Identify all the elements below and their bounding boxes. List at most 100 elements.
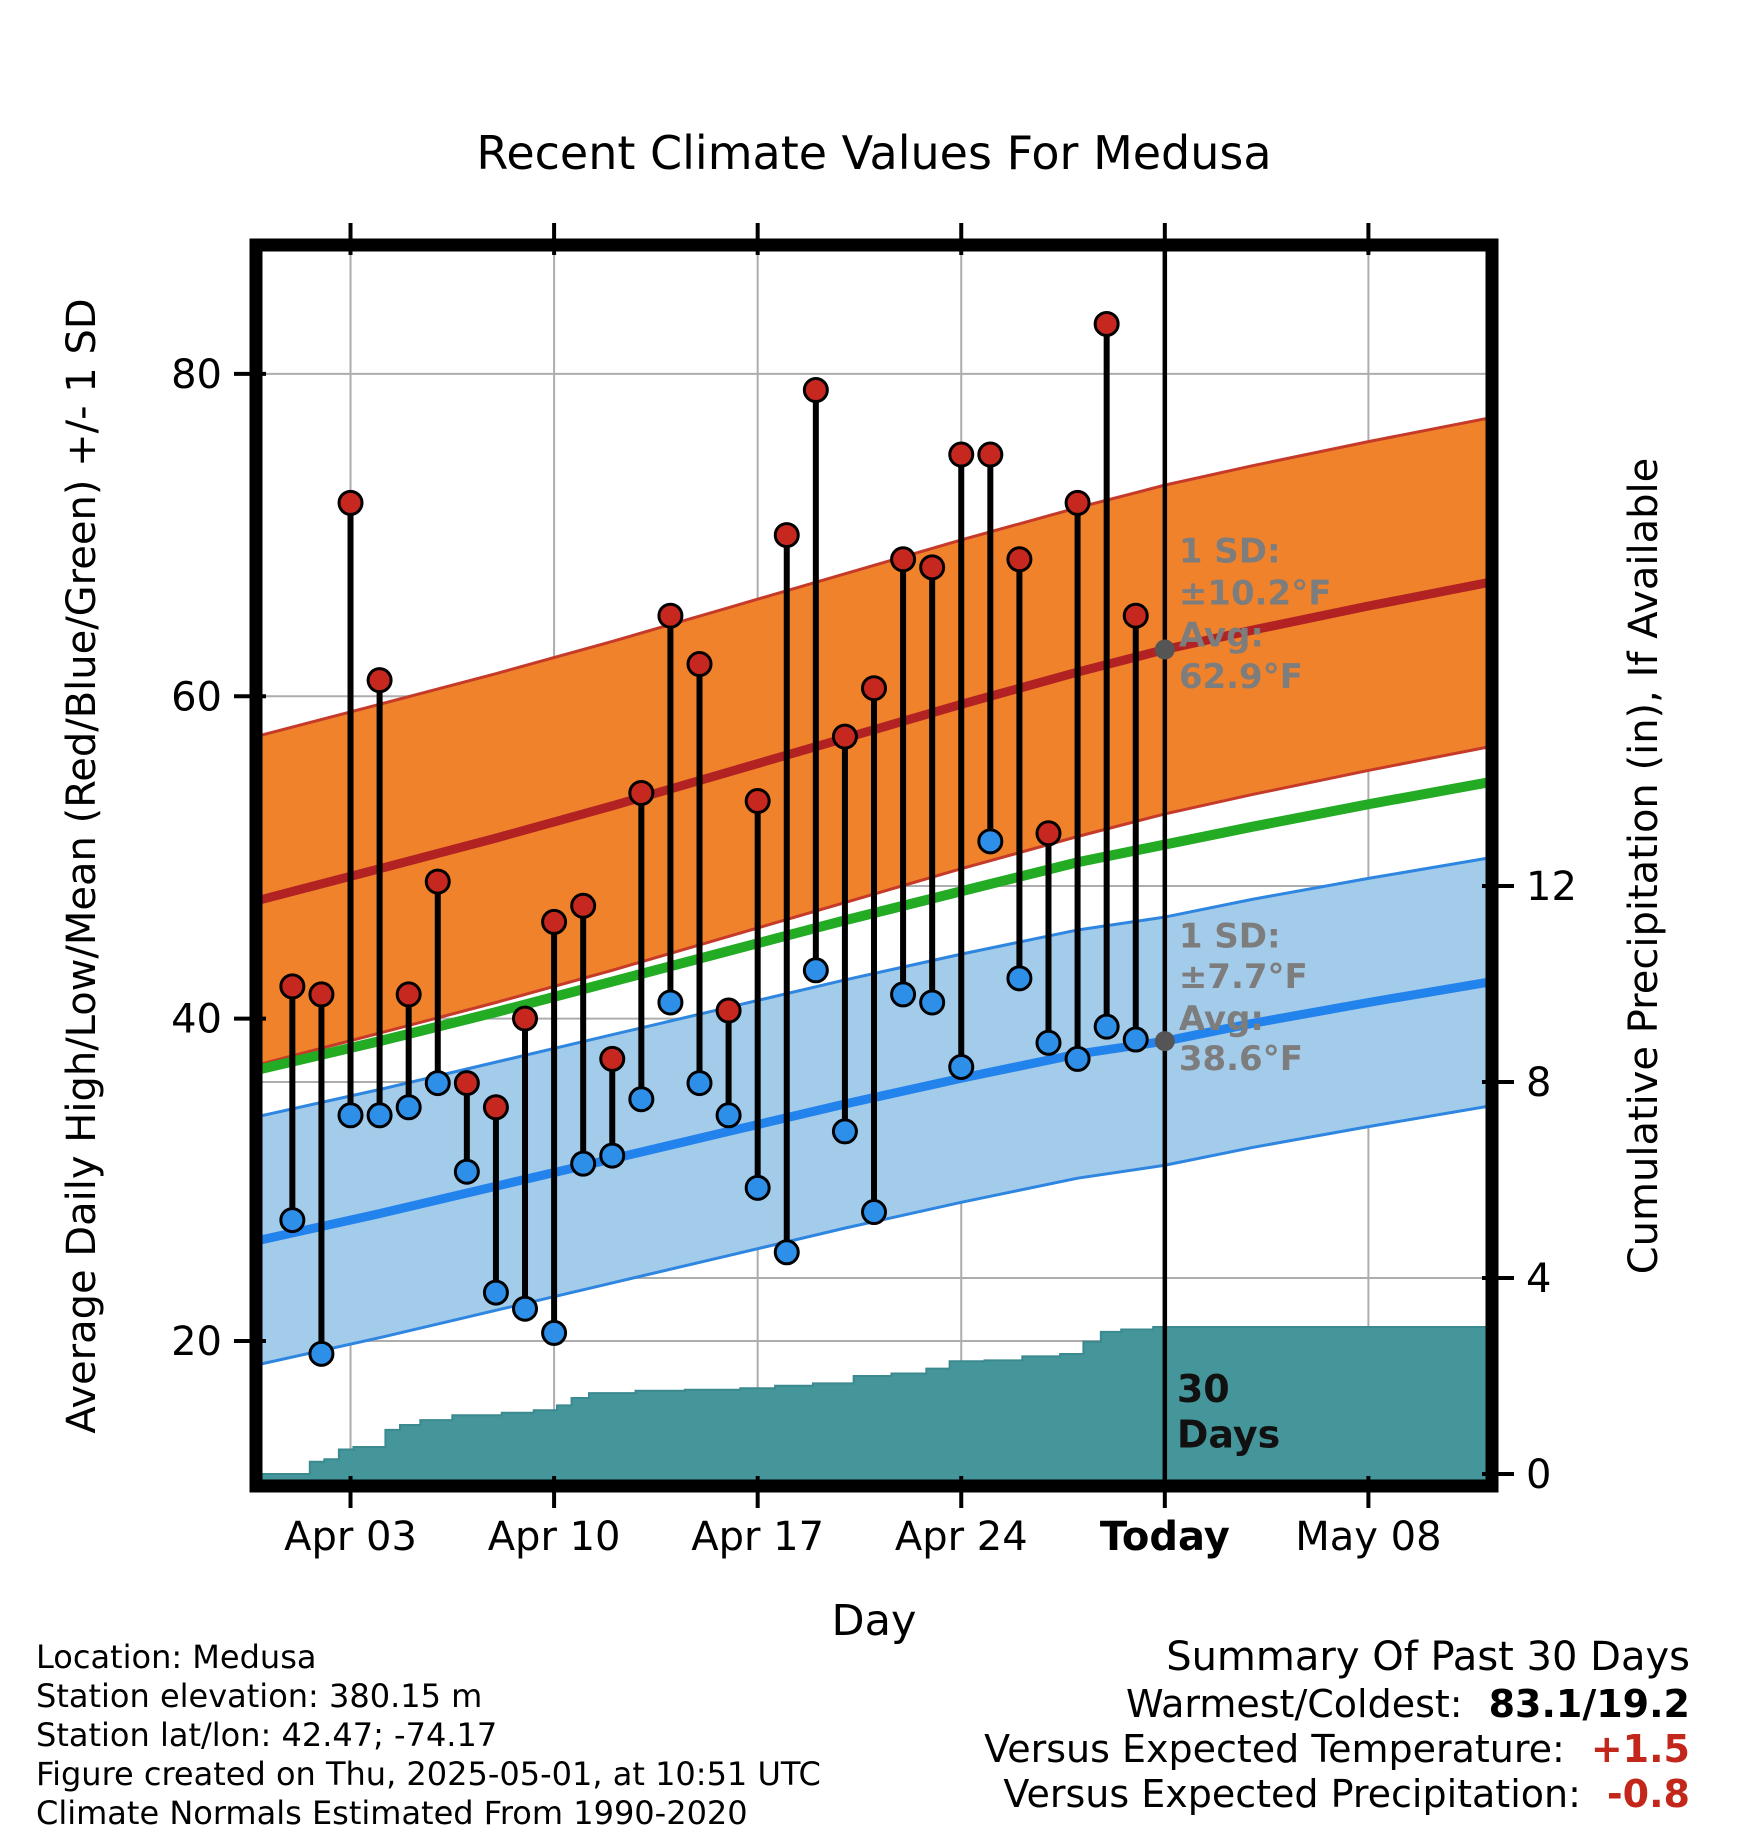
chart-title: Recent Climate Values For Medusa bbox=[476, 126, 1272, 180]
station-location: Location: Medusa bbox=[36, 1638, 317, 1676]
daily-high-dot bbox=[686, 651, 713, 678]
precip-tick-label: 12 bbox=[1526, 864, 1577, 910]
temp-tick-label: 40 bbox=[171, 997, 222, 1043]
daily-high-dot bbox=[802, 377, 829, 404]
low-avg-dot bbox=[1154, 1031, 1175, 1052]
summary-value: -0.8 bbox=[1606, 1772, 1690, 1816]
daily-high-dot bbox=[1064, 489, 1091, 516]
summary-value: +1.5 bbox=[1590, 1727, 1690, 1771]
daily-low-dot bbox=[541, 1319, 568, 1346]
daily-low-dot bbox=[861, 1199, 887, 1226]
daily-low-dot bbox=[919, 989, 946, 1016]
window-label: 30 bbox=[1177, 1367, 1230, 1411]
station-info: Location: Medusa Station elevation: 380.… bbox=[36, 1638, 821, 1833]
plot-border bbox=[249, 238, 1499, 1493]
summary-label: Warmest/Coldest: bbox=[1125, 1682, 1463, 1726]
daily-high-dot bbox=[1122, 602, 1149, 629]
summary-label: Versus Expected Precipitation: bbox=[1003, 1772, 1581, 1816]
daily-low-dot bbox=[279, 1207, 306, 1234]
daily-high-dot bbox=[628, 779, 655, 806]
precip-tick-label: 0 bbox=[1526, 1452, 1551, 1498]
x-tick-label: Apr 17 bbox=[691, 1514, 824, 1560]
daily-low-dot bbox=[395, 1094, 422, 1121]
annotation-text: Avg: bbox=[1179, 615, 1264, 655]
temp-tick-label: 80 bbox=[171, 352, 222, 398]
summary-row-vs-precipitation: Versus Expected Precipitation: -0.8 bbox=[984, 1772, 1690, 1817]
daily-high-dot bbox=[773, 522, 800, 549]
x-axis-label: Day bbox=[831, 1596, 917, 1646]
daily-low-dot bbox=[512, 1295, 539, 1322]
daily-low-dot bbox=[948, 1053, 975, 1080]
summary-title: Summary Of Past 30 Days bbox=[1166, 1634, 1690, 1680]
daily-high-dot bbox=[831, 723, 858, 750]
annotation-text: ±7.7°F bbox=[1179, 957, 1308, 997]
left-axis-label: Average Daily High/Low/Mean (Red/Blue/Gr… bbox=[59, 298, 105, 1434]
daily-high-dot bbox=[541, 908, 568, 935]
daily-low-dot bbox=[1006, 965, 1033, 992]
daily-high-dot bbox=[948, 441, 975, 468]
summary-block: Summary Of Past 30 Days Warmest/Coldest:… bbox=[984, 1632, 1690, 1817]
annotation-text: 1 SD: bbox=[1179, 532, 1281, 572]
daily-high-dot bbox=[861, 675, 887, 702]
x-tick-label: Today bbox=[1100, 1514, 1230, 1560]
x-tick-label: Apr 10 bbox=[488, 1514, 621, 1560]
daily-high-dot bbox=[599, 1045, 626, 1072]
window-label: Days bbox=[1177, 1412, 1280, 1456]
precip-tick-label: 4 bbox=[1526, 1256, 1551, 1302]
figure-created: Figure created on Thu, 2025-05-01, at 10… bbox=[36, 1755, 821, 1793]
daily-high-dot bbox=[395, 981, 422, 1008]
summary-row-vs-temperature: Versus Expected Temperature: +1.5 bbox=[984, 1727, 1690, 1772]
precip-tick-label: 8 bbox=[1526, 1060, 1551, 1106]
daily-low-dot bbox=[570, 1150, 597, 1177]
daily-high-dot bbox=[977, 441, 1004, 468]
daily-low-dot bbox=[1122, 1026, 1149, 1053]
daily-high-dot bbox=[570, 892, 597, 919]
daily-low-dot bbox=[802, 957, 829, 984]
summary-value: 83.1/19.2 bbox=[1488, 1682, 1690, 1726]
daily-high-dot bbox=[919, 554, 946, 581]
daily-high-dot bbox=[715, 997, 742, 1024]
daily-low-dot bbox=[482, 1279, 509, 1306]
right-axis-label: Cumulative Precipitation (in), If Availa… bbox=[1621, 457, 1667, 1275]
daily-low-dot bbox=[657, 989, 684, 1016]
daily-low-dot bbox=[831, 1118, 858, 1145]
daily-high-dot bbox=[1035, 820, 1062, 847]
station-elevation: Station elevation: 380.15 m bbox=[36, 1677, 483, 1715]
precip-area bbox=[255, 1326, 1493, 1487]
daily-low-dot bbox=[686, 1070, 713, 1097]
daily-low-dot bbox=[715, 1102, 742, 1129]
daily-high-dot bbox=[512, 1005, 539, 1032]
daily-high-dot bbox=[744, 788, 771, 815]
daily-high-dot bbox=[366, 667, 393, 694]
daily-low-dot bbox=[453, 1158, 480, 1185]
annotation-text: 62.9°F bbox=[1179, 657, 1303, 697]
annotation-text: 1 SD: bbox=[1179, 917, 1281, 957]
annotation-text: 38.6°F bbox=[1179, 1039, 1303, 1079]
x-tick-label: Apr 24 bbox=[895, 1514, 1028, 1560]
daily-low-dot bbox=[977, 828, 1004, 855]
temp-tick-label: 20 bbox=[171, 1319, 222, 1365]
high-avg-dot bbox=[1154, 639, 1175, 660]
daily-low-dot bbox=[1093, 1013, 1120, 1040]
daily-low-dot bbox=[366, 1102, 393, 1129]
daily-high-dot bbox=[890, 546, 917, 573]
daily-low-dot bbox=[628, 1086, 655, 1113]
daily-low-dot bbox=[744, 1174, 771, 1201]
daily-low-dot bbox=[1064, 1045, 1091, 1072]
low-normal-line bbox=[255, 977, 1493, 1246]
station-latlon: Station lat/lon: 42.47; -74.17 bbox=[36, 1716, 498, 1754]
daily-high-dot bbox=[453, 1070, 480, 1097]
daily-high-dot bbox=[1093, 310, 1120, 337]
daily-high-dot bbox=[482, 1094, 509, 1121]
annotation-text: Avg: bbox=[1179, 999, 1264, 1039]
summary-label: Versus Expected Temperature: bbox=[984, 1727, 1565, 1771]
daily-low-dot bbox=[337, 1102, 364, 1129]
daily-high-dot bbox=[308, 981, 335, 1008]
daily-low-dot bbox=[890, 981, 917, 1008]
x-tick-label: Apr 03 bbox=[284, 1514, 417, 1560]
daily-low-dot bbox=[1035, 1029, 1062, 1056]
x-tick-label: May 08 bbox=[1295, 1514, 1441, 1560]
daily-high-dot bbox=[279, 973, 306, 1000]
